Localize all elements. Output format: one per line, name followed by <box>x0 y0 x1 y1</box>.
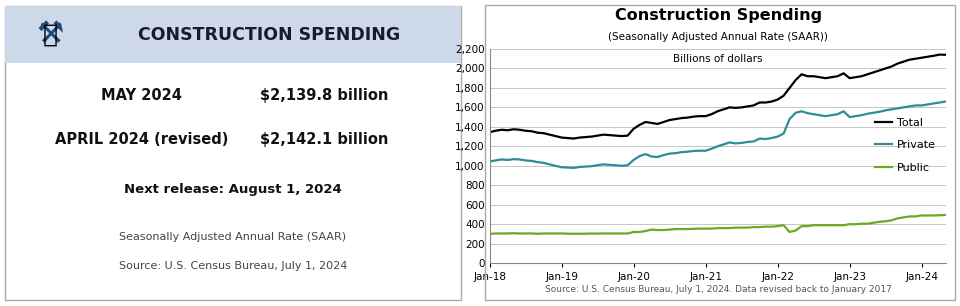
Text: Source: U.S. Census Bureau, July 1, 2024: Source: U.S. Census Bureau, July 1, 2024 <box>119 261 347 271</box>
Text: MAY 2024: MAY 2024 <box>101 88 182 103</box>
Text: Construction Spending: Construction Spending <box>614 8 822 23</box>
FancyBboxPatch shape <box>5 6 461 300</box>
Text: $2,139.8 billion: $2,139.8 billion <box>260 88 388 103</box>
Text: 🏗: 🏗 <box>43 23 58 47</box>
Text: CONSTRUCTION SPENDING: CONSTRUCTION SPENDING <box>138 26 400 44</box>
Text: $2,142.1 billion: $2,142.1 billion <box>260 132 388 147</box>
Legend: Total, Private, Public: Total, Private, Public <box>871 114 940 177</box>
Text: Seasonally Adjusted Annual Rate (SAAR): Seasonally Adjusted Annual Rate (SAAR) <box>119 232 347 242</box>
Text: Next release: August 1, 2024: Next release: August 1, 2024 <box>124 183 342 196</box>
Text: (Seasonally Adjusted Annual Rate (SAAR)): (Seasonally Adjusted Annual Rate (SAAR)) <box>608 32 828 42</box>
Text: Billions of dollars: Billions of dollars <box>673 54 763 64</box>
FancyBboxPatch shape <box>5 6 461 63</box>
Text: APRIL 2024 (revised): APRIL 2024 (revised) <box>55 132 228 147</box>
Text: ⚒: ⚒ <box>36 20 64 49</box>
Text: Source: U.S. Census Bureau, July 1, 2024. Data revised back to January 2017: Source: U.S. Census Bureau, July 1, 2024… <box>544 285 892 294</box>
